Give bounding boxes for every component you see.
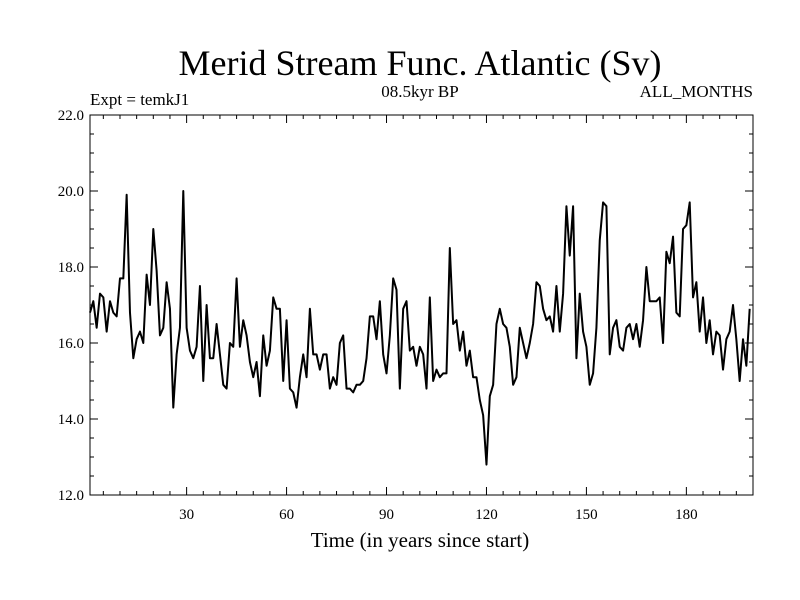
plot-area: [89, 114, 754, 496]
y-tick-label: 16.0: [58, 336, 84, 352]
period-label: 08.5kyr BP: [381, 82, 458, 101]
axis-ticks: [90, 114, 754, 496]
x-tick-label: 90: [379, 507, 394, 523]
series-line-0: [89, 190, 751, 466]
y-tick-label: 14.0: [58, 412, 84, 428]
plot-border: [89, 114, 754, 496]
y-tick-label: 18.0: [58, 260, 84, 276]
experiment-label: Expt = temkJ1: [90, 90, 189, 109]
x-tick-label: 120: [475, 507, 498, 523]
y-tick-label: 20.0: [58, 184, 84, 200]
tick-labels: 30 60 90 120 150 180 12.0 14.0 16.0 18.0 20.0 22.0: [58, 108, 698, 523]
y-tick-label: 22.0: [58, 108, 84, 124]
months-label: ALL_MONTHS: [640, 82, 753, 101]
x-tick-label: 60: [279, 507, 294, 523]
chart-title: Merid Stream Func. Atlantic (Sv): [179, 43, 662, 83]
x-tick-label: 180: [675, 507, 698, 523]
x-tick-label: 150: [575, 507, 598, 523]
x-tick-label: 30: [179, 507, 194, 523]
y-tick-label: 12.0: [58, 488, 84, 504]
data-series-layer: [89, 190, 751, 466]
x-axis-label: Time (in years since start): [311, 528, 530, 552]
